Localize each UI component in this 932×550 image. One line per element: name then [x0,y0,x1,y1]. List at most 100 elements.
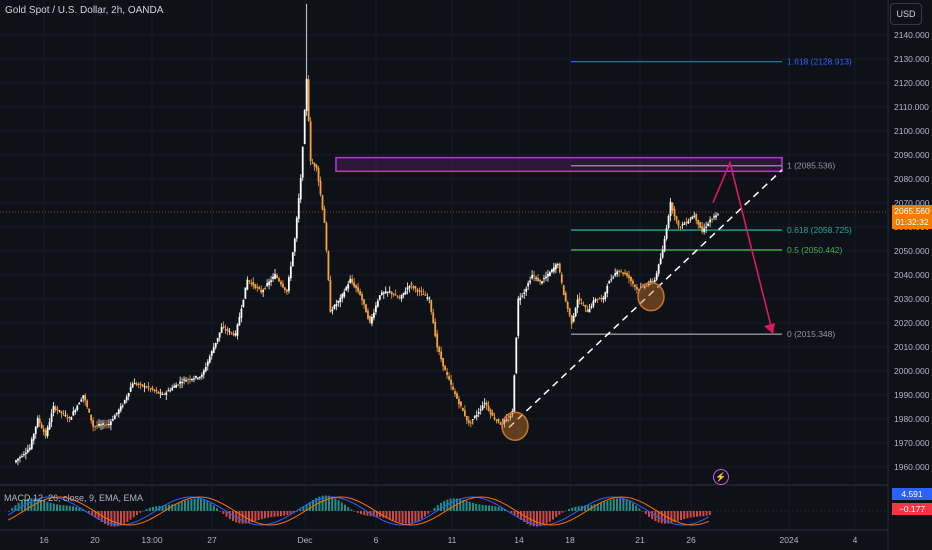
candle-body [32,433,35,441]
currency-button[interactable]: USD [890,3,922,25]
candle-body [541,281,543,284]
candle-body [200,374,203,377]
candle-body [535,277,537,279]
price-axis[interactable]: 2140.000 2130.000 2120.000 2110.000 2100.000… [894,30,930,472]
macd-histogram-bar [40,499,42,511]
candle-body [529,280,532,283]
price-tick-label: 2000.000 [894,366,930,376]
candle-body [258,287,261,289]
candle-body [582,305,585,307]
candle-body [647,283,650,286]
candle-body [390,291,393,295]
candle-body [452,386,454,390]
candle-body [572,315,575,322]
time-tick-label: 2024 [780,535,799,545]
candle-body [86,400,89,408]
candle-body [521,295,524,297]
candle-body [303,110,306,145]
macd-histogram-bar [584,505,586,511]
candle-body [371,316,373,324]
time-tick-label: 11 [448,535,457,545]
candle-body [545,276,547,279]
macd-histogram-bar [529,511,532,526]
macd-histogram-bar [65,505,68,511]
macd-histogram-bar [280,511,282,517]
fib-label-0: 0 (2015.348) [787,329,835,339]
candle-body [224,329,227,331]
candle-body [483,403,486,405]
candle-body [272,276,274,279]
candle-body [78,402,81,405]
candle-body [402,292,405,296]
symbol-title: Gold Spot / U.S. Dollar, 2h, OANDA [5,5,164,16]
candle-body [705,226,708,228]
time-tick-label: 26 [686,535,696,545]
candle-body [44,430,47,437]
macd-histogram-bar [264,511,266,519]
macd-histogram-bar [148,507,151,511]
macd-histogram-bar [427,511,430,514]
macd-histogram-bar [520,511,522,520]
signal-value-tag: −0.177 [892,503,932,515]
candle-body [446,371,448,376]
candle-body [327,251,330,281]
candle-body [630,277,632,282]
macd-histogram-bar [212,505,215,511]
candle-body [655,273,658,280]
candle-body [60,411,63,414]
candle-body [531,274,534,279]
macd-histogram-bar [209,503,212,511]
candle-body [349,279,352,283]
macd-histogram-bar [305,504,308,511]
candle-body [489,409,492,415]
macd-histogram-bar [81,509,84,511]
macd-histogram-bar [564,510,567,512]
fibonacci-levels: 1.618 (2128.913) 1 (2085.536) 0.618 (2058.… [571,57,852,339]
candle-body [169,390,172,392]
time-axis[interactable]: 16 20 13:00 27 Dec 6 11 14 18 21 26 2024 4 [39,535,857,545]
candle-body [386,291,389,293]
macd-histogram-bar [46,501,49,511]
candle-body [485,402,488,406]
macd-histogram-bar [190,498,193,511]
macd-histogram-bar [203,499,206,511]
candles [15,3,719,466]
candle-body [550,269,553,273]
macd-histogram-bar [219,511,222,512]
macd-histogram-bar [376,511,378,517]
candle-body [206,361,209,366]
candle-body [420,290,423,293]
candle-body [495,419,498,421]
price-tick-label: 2050.000 [894,246,930,256]
macd-histogram-bar [196,498,199,511]
candle-body [26,449,29,453]
candle-body [291,252,294,267]
time-tick-label: 21 [635,535,645,545]
candle-body [509,415,512,418]
macd-histogram-bar [558,511,561,515]
candle-body [109,421,112,426]
macd-histogram-bar [593,504,596,511]
candle-body [220,327,223,333]
candle-body [679,226,682,228]
price-tick-label: 1970.000 [894,438,930,448]
price-tick-label: 2070.000 [894,198,930,208]
candle-body [369,315,371,323]
candle-body [353,282,356,287]
candle-body [594,299,597,302]
macd-histogram-bar [555,511,558,518]
candle-body [624,272,626,275]
lightning-icon[interactable]: ⚡ [713,469,729,485]
candle-body [689,219,692,221]
candle-body [62,413,65,415]
macd-histogram-bar [267,511,270,518]
macd-histogram-bar [193,498,196,511]
candle-body [204,366,207,372]
macd-histogram-bar [132,511,135,518]
macd-histogram-bar [347,507,350,511]
candle-body [234,333,237,336]
macd-histogram-bar [638,508,641,511]
candle-body [713,216,715,218]
candle-body [82,395,85,399]
